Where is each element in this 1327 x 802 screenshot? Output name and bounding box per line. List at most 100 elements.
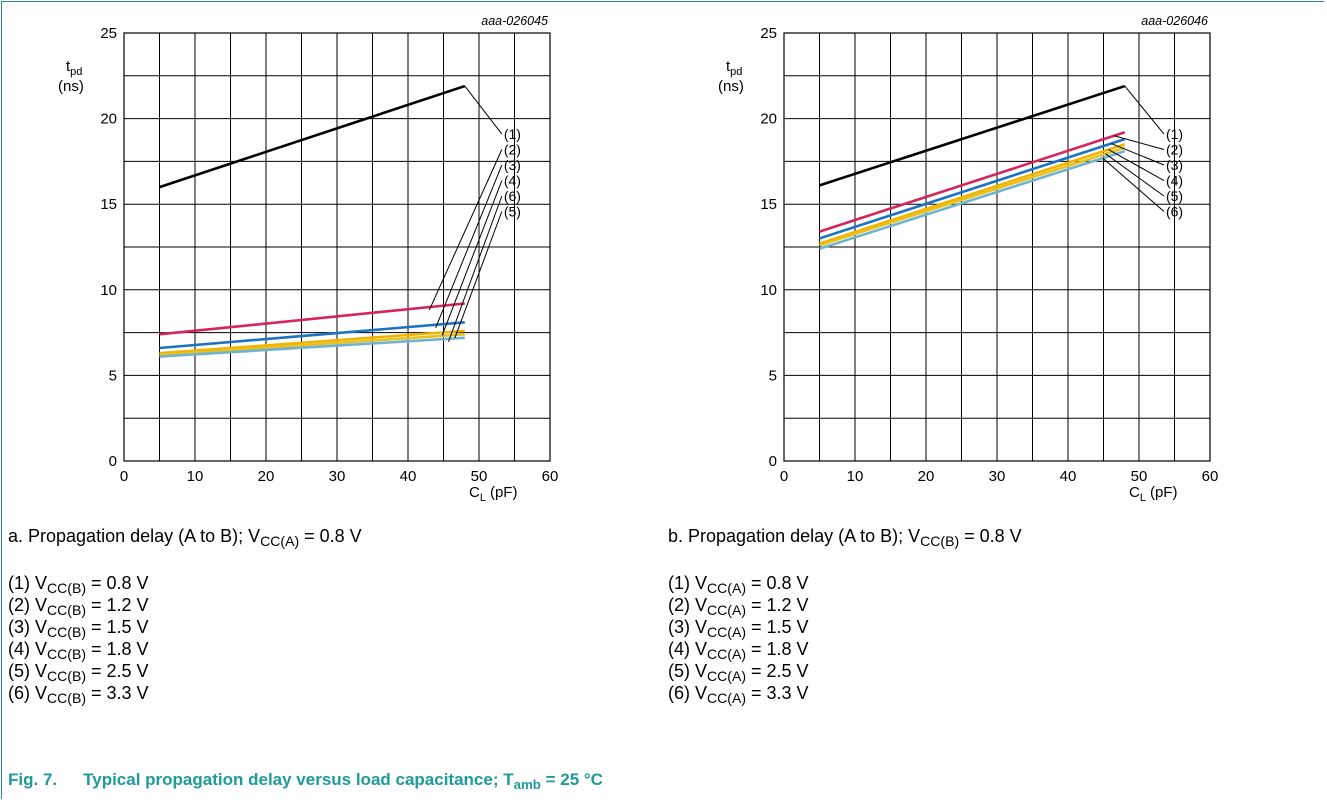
caption-b-prefix: b. Propagation delay (A to B); V	[668, 526, 921, 546]
y-tick-label: 5	[109, 367, 117, 384]
x-tick-label: 10	[187, 468, 204, 485]
series-label: (6)	[504, 188, 521, 204]
y-tick-label: 0	[109, 453, 117, 470]
series-line	[819, 143, 1126, 245]
caption-b-sub: CC(B)	[920, 533, 960, 550]
x-axis-label: CL (pF)	[1129, 484, 1177, 504]
legend-item: (3) VCC(A) = 1.5 V	[668, 616, 809, 641]
y-tick-label: 15	[100, 196, 117, 213]
chart-id: aaa-026046	[1141, 14, 1208, 28]
y-axis-label: tpd	[66, 58, 82, 78]
legend-item-label: (1) V	[8, 573, 48, 593]
legend-item-label: (5) V	[668, 661, 708, 681]
series-line	[819, 149, 1126, 250]
plot-frame	[123, 32, 551, 462]
x-axis-unit: (pF)	[490, 484, 518, 501]
x-tick-label: 50	[471, 468, 488, 485]
series-line	[159, 321, 465, 350]
grid	[123, 32, 551, 462]
series-label: (6)	[1166, 204, 1183, 220]
series-line	[819, 137, 1126, 240]
series-line	[159, 84, 466, 189]
leader-line	[1114, 135, 1165, 150]
legend-item-sub: CC(A)	[707, 668, 746, 685]
legend-a: (1) VCC(B) = 0.8 V (2) VCC(B) = 1.2 V (3) …	[8, 572, 149, 705]
legend-item-sub: CC(B)	[47, 580, 86, 597]
legend-item-value: = 3.3 V	[746, 683, 809, 703]
leader-line	[454, 211, 503, 339]
y-tick-label: 25	[760, 25, 777, 42]
series-label: (5)	[1166, 188, 1183, 204]
x-axis-label-main: C	[1129, 484, 1140, 501]
series-line	[159, 302, 465, 336]
figure-title-sub: amb	[513, 776, 541, 792]
series-label: (1)	[1166, 126, 1183, 142]
chart-id: aaa-026045	[481, 14, 548, 28]
legend-item-label: (3) V	[668, 617, 708, 637]
leader-line	[448, 195, 503, 342]
legend-b: (1) VCC(A) = 0.8 V (2) VCC(A) = 1.2 V (3) …	[668, 572, 809, 705]
x-tick-label: 10	[847, 468, 864, 485]
series-label: (4)	[504, 173, 521, 189]
legend-item: (4) VCC(A) = 1.8 V	[668, 638, 809, 663]
series-line	[159, 333, 465, 357]
legend-item: (3) VCC(B) = 1.5 V	[8, 616, 149, 639]
leader-line	[1105, 153, 1165, 197]
caption-b-suffix: = 0.8 V	[959, 526, 1022, 546]
legend-item-value: = 1.5 V	[746, 617, 809, 637]
legend-item: (2) VCC(A) = 1.2 V	[668, 594, 809, 617]
y-axis-label-sub: pd	[70, 66, 82, 78]
leader-line	[1102, 157, 1165, 212]
chart-a: 0 10 20 30 40 50 60 0 5 10 15 20 25 aaa-026045 tpd(ns)…	[58, 14, 558, 504]
legend-item-label: (2) V	[668, 595, 708, 615]
legend-item-value: = 0.8 V	[746, 573, 809, 593]
legend-item: (5) VCC(B) = 2.5 V	[8, 660, 149, 685]
grid	[783, 32, 1211, 462]
y-tick-label: 20	[760, 111, 777, 128]
legend-item-label: (3) V	[8, 617, 48, 637]
series-label: (1)	[504, 126, 521, 142]
figure-title-suffix: = 25 °C	[540, 770, 603, 789]
legend-item: (4) VCC(B) = 1.8 V	[8, 638, 149, 661]
figure-number: Fig. 7.	[8, 770, 58, 789]
legend-item-value: = 1.5 V	[86, 617, 149, 637]
y-tick-label: 20	[100, 111, 117, 128]
y-tick-label: 10	[100, 282, 117, 299]
legend-item-sub: CC(B)	[47, 602, 86, 619]
x-tick-label: 60	[1202, 468, 1219, 485]
caption-a-sub: CC(A)	[260, 533, 300, 550]
legend-item-sub: CC(A)	[707, 646, 746, 663]
y-axis-label-sub: pd	[730, 66, 742, 78]
x-tick-label: 20	[258, 468, 275, 485]
series-line	[819, 131, 1126, 233]
legend-item-value: = 3.3 V	[86, 683, 149, 703]
legend-item-sub: CC(B)	[47, 668, 86, 685]
caption-a: a. Propagation delay (A to B); VCC(A) = …	[8, 526, 362, 550]
x-axis-label-sub: L	[1140, 492, 1146, 504]
legend-item: (6) VCC(B) = 3.3 V	[8, 682, 149, 705]
caption-a-suffix: = 0.8 V	[299, 526, 362, 546]
chart-b: 0 10 20 30 40 50 60 0 5 10 15 20 25 aaa-026046 tpd(ns)…	[718, 14, 1219, 504]
figure-title: Typical propagation delay versus load ca…	[83, 770, 514, 789]
caption-b: b. Propagation delay (A to B); VCC(B) = …	[668, 526, 1022, 550]
legend-item-value: = 1.2 V	[86, 595, 149, 615]
y-axis-unit: (ns)	[718, 78, 744, 95]
legend-item-sub: CC(A)	[707, 624, 746, 641]
y-tick-label: 15	[760, 196, 777, 213]
legend-item: (2) VCC(B) = 1.2 V	[8, 594, 149, 619]
x-tick-label: 40	[1060, 468, 1077, 485]
legend-item: (1) VCC(A) = 0.8 V	[668, 572, 809, 595]
legend-item-value: = 1.8 V	[746, 639, 809, 659]
y-tick-label: 5	[769, 367, 777, 384]
x-axis-label-main: C	[469, 484, 480, 501]
y-tick-label: 0	[769, 453, 777, 470]
series-label: (3)	[504, 157, 521, 173]
x-tick-label: 30	[329, 468, 346, 485]
series-label: (2)	[504, 142, 521, 158]
y-axis-label-main: t	[726, 58, 731, 75]
series-label: (5)	[504, 204, 521, 220]
x-tick-label: 40	[400, 468, 417, 485]
x-axis-unit: (pF)	[1150, 484, 1178, 501]
legend-item: (6) VCC(A) = 3.3 V	[668, 682, 809, 705]
y-tick-label: 25	[100, 25, 117, 42]
